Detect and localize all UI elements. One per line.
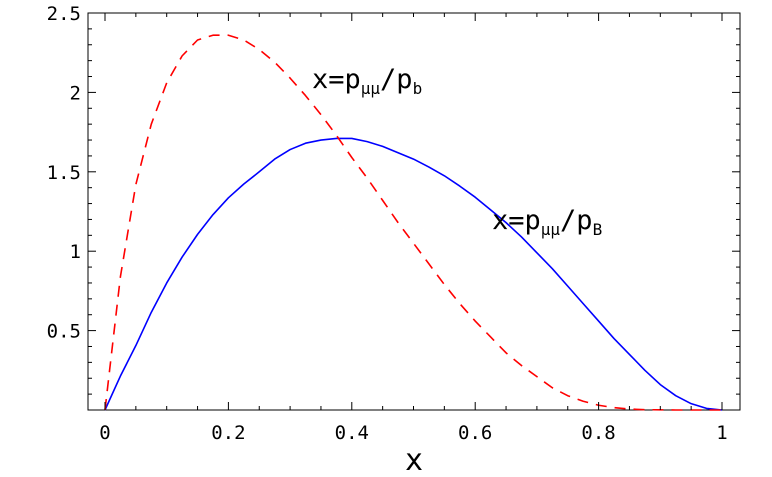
series-layer <box>104 34 723 411</box>
x-tick-label: 0.4 <box>335 422 369 444</box>
x-tick-label: 0.6 <box>458 422 492 444</box>
series-line-red-dashed <box>104 34 722 411</box>
x-tick-label: 0.2 <box>211 422 245 444</box>
axes-layer: 0 0.2 0.4 0.6 0.8 1 0.5 1 1.5 2 2.5 <box>47 3 740 444</box>
y-tick-label: 2.5 <box>47 3 81 25</box>
series-line-blue-solid <box>104 137 723 411</box>
y-tick-label: 1.5 <box>47 162 81 184</box>
x-axis-title: x <box>405 443 423 477</box>
annotation-p-b: x=pμμ/pb <box>312 64 422 98</box>
annotation-p-B: x=pμμ/pB <box>492 205 602 239</box>
x-tick-label: 1 <box>716 422 727 444</box>
y-tick-label: 1 <box>70 241 81 263</box>
y-tick-label: 2 <box>70 82 81 104</box>
plot-frame <box>87 12 741 411</box>
y-tick-label: 0.5 <box>47 321 81 343</box>
x-tick-label: 0 <box>99 422 110 444</box>
x-tick-label: 0.8 <box>581 422 615 444</box>
